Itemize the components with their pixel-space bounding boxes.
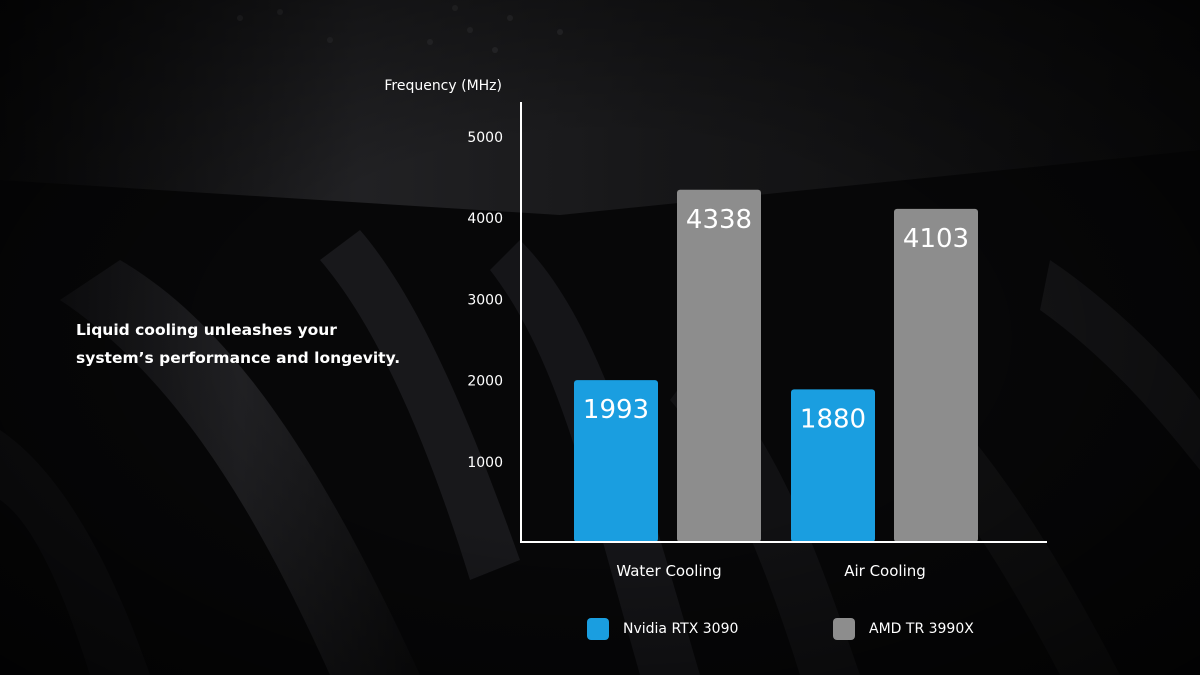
y-tick-label-5000: 5000 bbox=[467, 130, 503, 146]
x-category-label-air-cooling: Air Cooling bbox=[844, 562, 926, 580]
tagline: Liquid cooling unleashes your system’s p… bbox=[76, 316, 436, 372]
bar-nvidia-rtx-3090-air-cooling bbox=[791, 389, 875, 542]
bar-nvidia-rtx-3090-water-cooling bbox=[574, 380, 658, 542]
y-tick-label-1000: 1000 bbox=[467, 455, 503, 471]
tagline-line-2: system’s performance and longevity. bbox=[76, 349, 401, 367]
bar-value-label-amd-tr-3990x-air-cooling: 4103 bbox=[903, 224, 969, 254]
y-axis-title: Frequency (MHz) bbox=[384, 78, 502, 94]
legend-swatch-amd bbox=[833, 618, 855, 640]
bar-amd-tr-3990x-air-cooling bbox=[894, 208, 978, 542]
y-tick-label-2000: 2000 bbox=[467, 374, 503, 390]
legend-label-amd: AMD TR 3990X bbox=[869, 621, 974, 637]
legend-label-nvidia: Nvidia RTX 3090 bbox=[623, 621, 739, 637]
legend-item-amd: AMD TR 3990X bbox=[833, 618, 974, 640]
y-tick-label-3000: 3000 bbox=[467, 292, 503, 308]
legend-swatch-nvidia bbox=[587, 618, 609, 640]
bar-value-label-nvidia-rtx-3090-water-cooling: 1993 bbox=[583, 395, 649, 425]
tagline-line-1: Liquid cooling unleashes your bbox=[76, 321, 337, 339]
x-category-label-water-cooling: Water Cooling bbox=[616, 562, 721, 580]
y-tick-label-4000: 4000 bbox=[467, 211, 503, 227]
legend-item-nvidia: Nvidia RTX 3090 bbox=[587, 618, 738, 640]
bar-amd-tr-3990x-water-cooling bbox=[677, 189, 761, 542]
bar-value-label-nvidia-rtx-3090-air-cooling: 1880 bbox=[800, 404, 866, 434]
bar-value-label-amd-tr-3990x-water-cooling: 4338 bbox=[686, 205, 752, 235]
